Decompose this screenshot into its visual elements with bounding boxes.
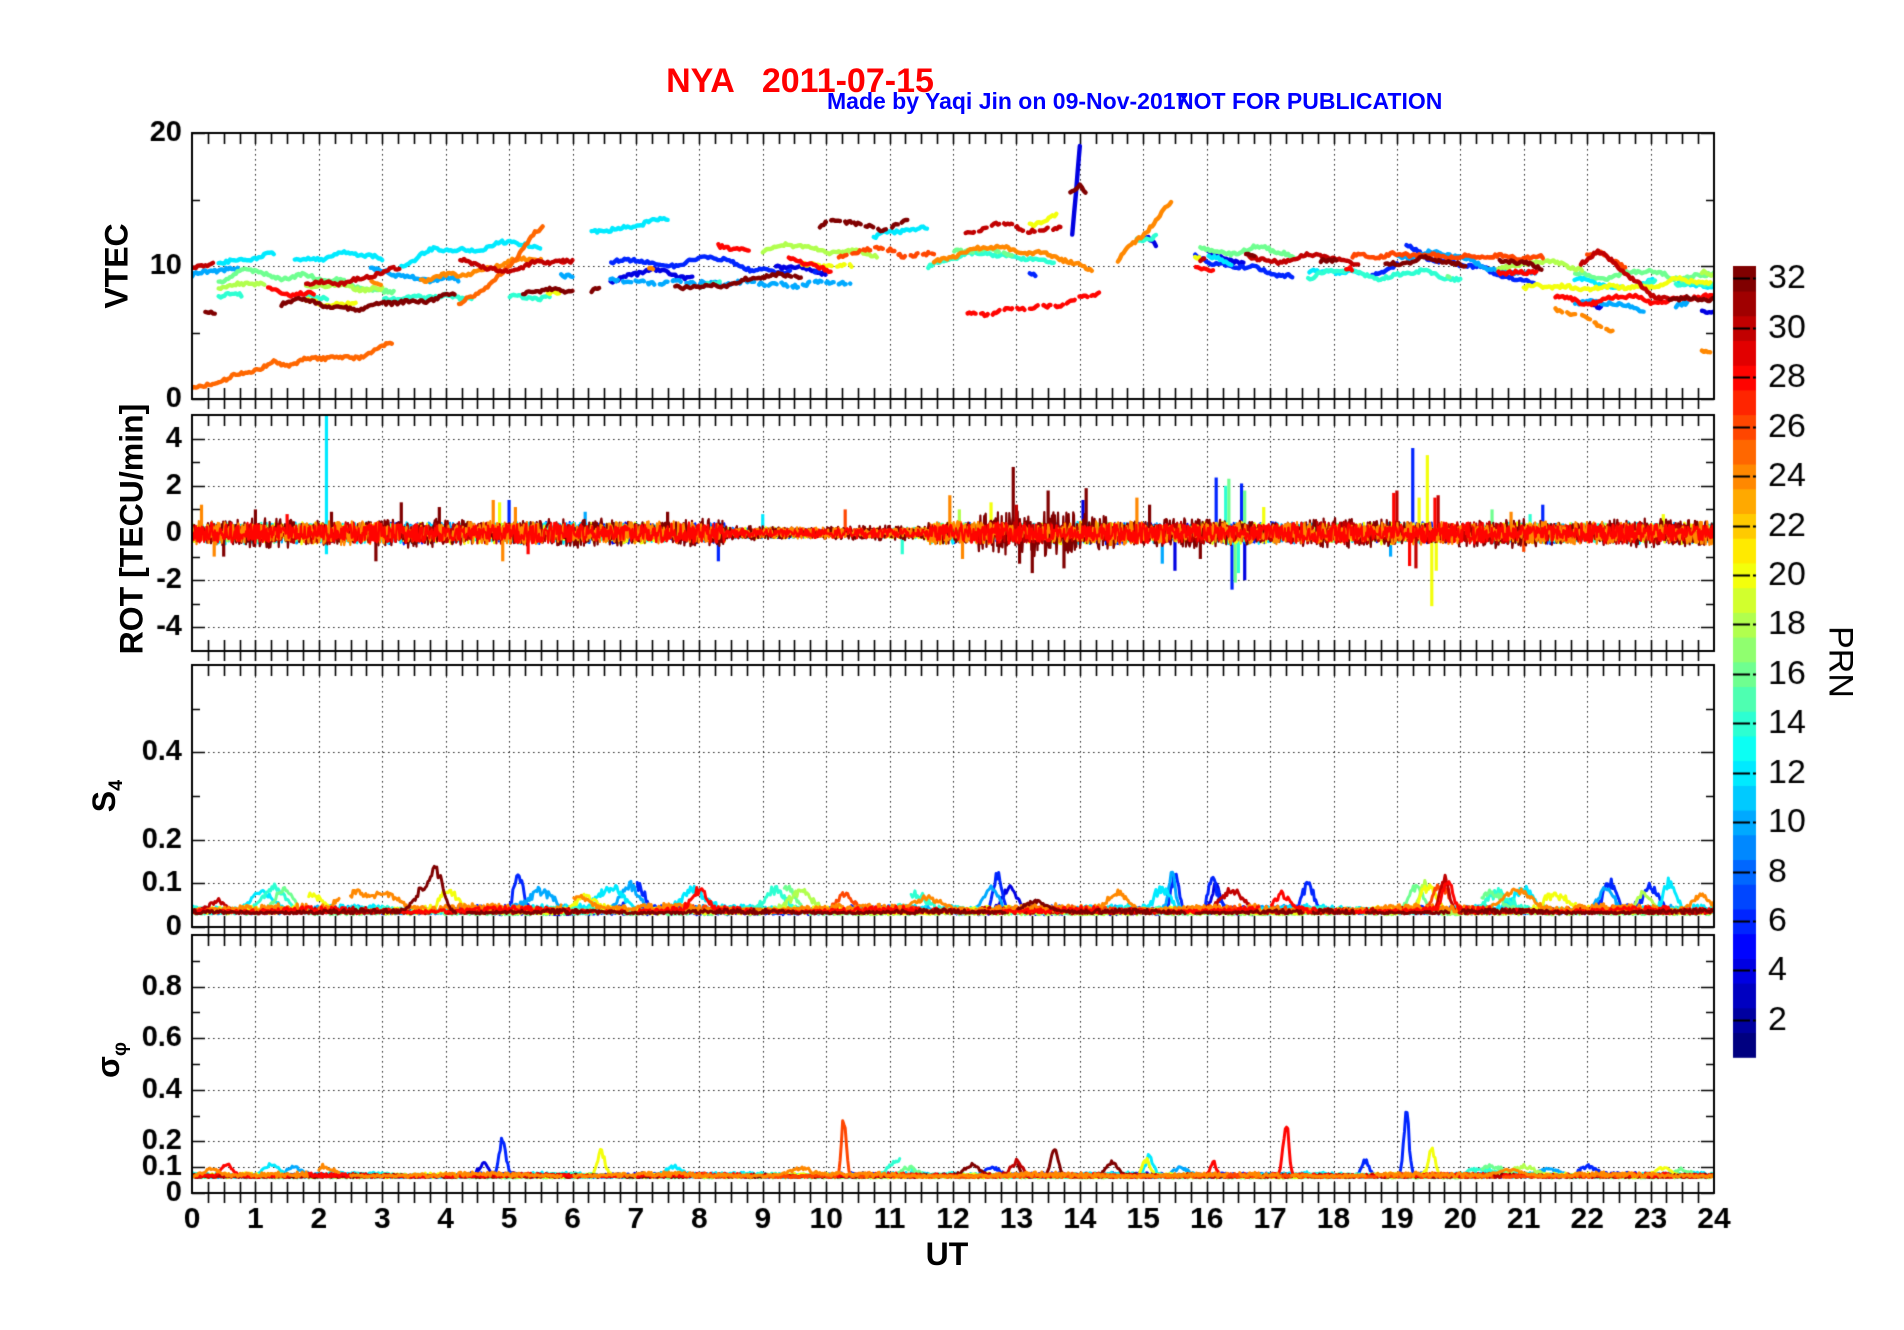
sigma-symbol: σ — [89, 1056, 126, 1079]
y-axis-label-s4: S4 — [86, 780, 128, 812]
not-for-publication-notice: NOT FOR PUBLICATION — [1177, 88, 1443, 114]
phi-subscript: φ — [109, 1041, 132, 1057]
colorbar-label-prn: PRN — [1821, 626, 1860, 698]
credit-text: Made by Yaqi Jin on 09-Nov-2017 — [827, 88, 1189, 114]
y-axis-label-sigma-phi: σφ — [90, 1042, 132, 1078]
y-axis-label-rot: ROT [TECU/min] — [113, 403, 150, 655]
s4-subscript: 4 — [105, 779, 128, 791]
figure-title: NYA 2011-07-15 — [666, 62, 934, 100]
s4-symbol: S — [85, 790, 122, 813]
y-axis-label-vtec: VTEC — [98, 223, 135, 309]
x-axis-label-ut: UT — [925, 1236, 969, 1272]
